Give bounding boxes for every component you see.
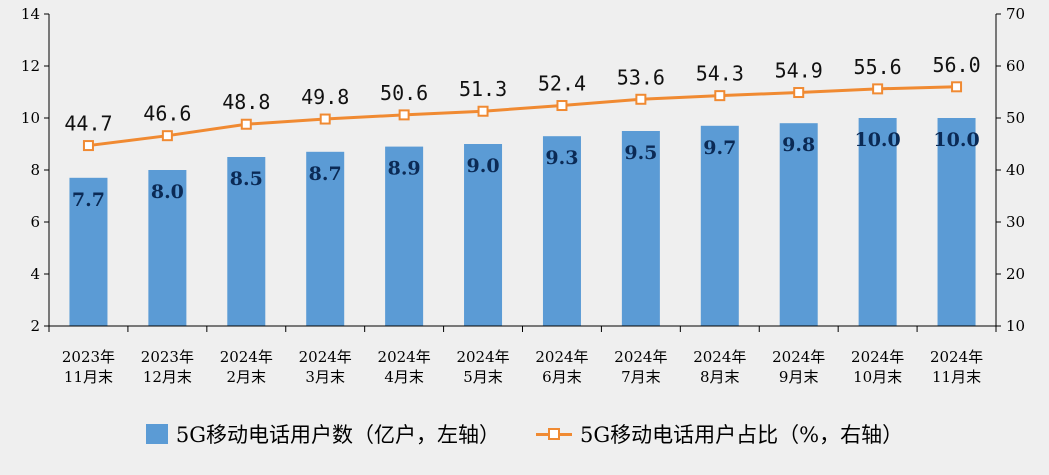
line-data-label: 44.7: [64, 112, 112, 136]
x-tick-label: 2024年 4月末: [378, 348, 431, 386]
x-tick-label: 2024年 9月末: [772, 348, 825, 386]
bar: [779, 123, 818, 326]
left-axis: 2 4 6 8 10 12 14: [21, 5, 50, 335]
bar-data-label: 8.7: [309, 163, 342, 185]
bar-data-label: 8.0: [151, 181, 184, 203]
bar: [464, 144, 503, 326]
bar: [542, 136, 581, 326]
x-tick-label: 2024年 7月末: [614, 348, 667, 386]
x-tick-label: 2023年 11月末: [62, 348, 115, 386]
right-tick-label: 30: [1006, 213, 1025, 231]
legend-label-bar: 5G移动电话用户数（亿户，左轴）: [175, 423, 501, 447]
line-data-label: 46.6: [143, 102, 191, 126]
left-tick-label: 12: [21, 57, 40, 75]
legend-item-line: 5G移动电话用户占比（%，右轴）: [536, 419, 903, 449]
bar-series: [69, 118, 976, 326]
legend-label-line: 5G移动电话用户占比（%，右轴）: [580, 423, 904, 447]
x-tick-label: 2024年 11月末: [930, 348, 983, 386]
legend: 5G移动电话用户数（亿户，左轴） 5G移动电话用户占比（%，右轴）: [0, 414, 1049, 454]
bar-data-label: 10.0: [933, 129, 979, 151]
bar: [621, 131, 660, 326]
line-data-label: 55.6: [854, 55, 902, 79]
bar: [858, 118, 897, 326]
line-marker: [714, 90, 726, 102]
line-data-label: 56.0: [932, 53, 980, 77]
line-marker: [951, 81, 963, 93]
right-tick-label: 20: [1006, 265, 1025, 283]
x-tick-label: 2024年 3月末: [299, 348, 352, 386]
bar-data-labels: 7.7 8.0 8.5 8.7 8.9 9.0 9.3 9.5 9.7 9.8 10.0 10.0: [72, 129, 980, 211]
x-tick-label: 2024年 6月末: [535, 348, 588, 386]
bar-data-label: 9.8: [782, 134, 815, 156]
left-tick-label: 10: [21, 109, 40, 127]
line-marker: [635, 93, 647, 105]
line-series: [82, 81, 963, 152]
right-tick-label: 70: [1006, 5, 1025, 23]
x-tick-label: 2024年 5月末: [456, 348, 509, 386]
line-marker: [161, 130, 173, 142]
legend-swatch-bar: [145, 424, 168, 444]
x-tick-label: 2023年 12月末: [141, 348, 194, 386]
right-tick-label: 60: [1006, 57, 1025, 75]
line-data-label: 54.9: [775, 59, 823, 83]
line-data-labels: 44.7 46.6 48.8 49.8 50.6 51.3 52.4 53.6 54.3 54.9…: [64, 53, 980, 136]
line-marker: [398, 109, 410, 121]
line-path: [88, 85, 957, 148]
line-data-label: 54.3: [696, 62, 744, 86]
x-tick-label: 2024年 10月末: [851, 348, 904, 386]
right-tick-label: 40: [1006, 161, 1025, 179]
x-tick-label: 2024年 8月末: [693, 348, 746, 386]
line-marker: [872, 83, 884, 95]
line-data-label: 48.8: [222, 90, 270, 114]
right-axis: 10 20 30 40 50 60 70: [995, 5, 1025, 335]
bar-data-label: 10.0: [854, 129, 900, 151]
chart: 2 4 6 8 10 12 14 10 20 30 40 50 60 70 7.7 8.0 8.5 8.7 8.…: [21, 5, 1025, 386]
line-marker: [477, 105, 489, 117]
bar: [700, 125, 739, 326]
bar-data-label: 8.5: [230, 168, 263, 190]
bar: [306, 151, 345, 326]
bar-data-label: 8.9: [388, 158, 421, 180]
line-marker: [319, 113, 331, 125]
legend-swatch-line: [536, 424, 573, 444]
left-tick-label: 14: [21, 5, 40, 23]
legend-item-bar: 5G移动电话用户数（亿户，左轴）: [145, 419, 501, 449]
x-tick-label: 2024年 2月末: [220, 348, 273, 386]
x-axis: 2023年 11月末 2023年 12月末 2024年 2月末 2024年 3月末 2024年 4…: [48, 325, 997, 386]
bar-data-label: 9.7: [703, 137, 736, 159]
left-tick-label: 8: [30, 161, 40, 179]
bar: [69, 177, 108, 326]
line-data-label: 52.4: [538, 72, 586, 96]
right-tick-label: 10: [1006, 317, 1025, 335]
bar-data-label: 9.5: [624, 142, 657, 164]
line-marker: [793, 87, 805, 99]
left-tick-label: 6: [30, 213, 40, 231]
bar: [227, 157, 266, 326]
bar: [937, 118, 976, 326]
line-data-label: 49.8: [301, 85, 349, 109]
bar-data-label: 9.3: [545, 147, 578, 169]
left-tick-label: 4: [30, 265, 40, 283]
line-marker: [240, 118, 252, 130]
right-tick-label: 50: [1006, 109, 1025, 127]
line-marker: [556, 100, 568, 112]
bar: [148, 170, 187, 326]
line-data-label: 50.6: [380, 81, 428, 105]
bar: [385, 146, 424, 326]
bar-data-label: 7.7: [72, 189, 105, 211]
line-data-label: 53.6: [617, 65, 665, 89]
left-tick-label: 2: [30, 317, 40, 335]
bar-data-label: 9.0: [467, 155, 500, 177]
line-marker: [82, 140, 94, 152]
line-data-label: 51.3: [459, 77, 507, 101]
